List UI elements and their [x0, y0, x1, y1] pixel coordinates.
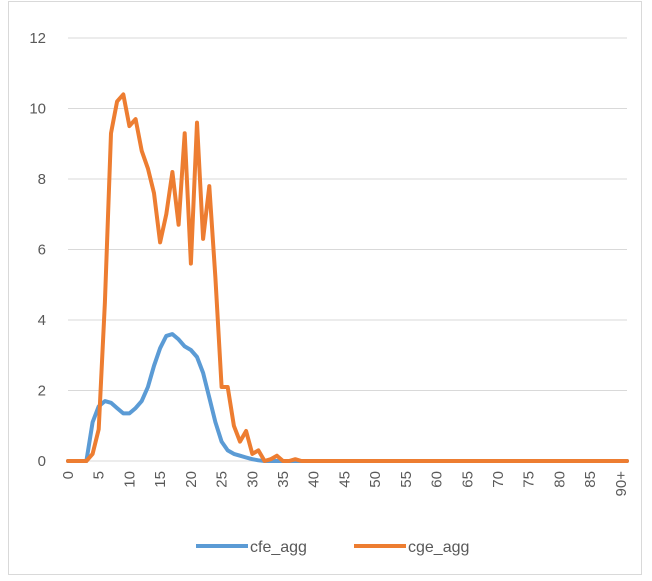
x-tick-label: 35 — [275, 471, 292, 488]
y-tick-label: 10 — [29, 101, 46, 118]
x-tick-label: 90+ — [613, 471, 630, 497]
x-tick-label: 30 — [244, 471, 261, 488]
legend-label-cfe_agg: cfe_agg — [250, 539, 307, 556]
x-tick-label: 75 — [521, 471, 538, 488]
chart-area: 0 2 4 6 8 10 12 0 5 10 15 20 25 30 35 40 45 50 55 60 65 70 75… — [8, 1, 642, 575]
x-axis: 0 5 10 15 20 25 30 35 40 45 50 55 60 65 70 75 80 85 90+ — [60, 471, 630, 497]
x-tick-label: 50 — [367, 471, 384, 488]
x-tick-label: 60 — [429, 471, 446, 488]
gridlines — [68, 37, 627, 462]
y-tick-label: 12 — [29, 30, 46, 47]
x-tick-label: 65 — [459, 471, 476, 488]
y-axis: 0 2 4 6 8 10 12 — [29, 30, 46, 470]
x-tick-label: 20 — [183, 471, 200, 488]
x-tick-label: 55 — [398, 471, 415, 488]
x-tick-label: 0 — [60, 471, 77, 479]
x-tick-label: 70 — [490, 471, 507, 488]
series-line-cfe_agg — [66, 332, 629, 463]
line-chart: 0 2 4 6 8 10 12 0 5 10 15 20 25 30 35 40 45 50 55 60 65 70 75… — [29, 30, 630, 556]
legend-label-cge_agg: cge_agg — [408, 539, 469, 556]
x-tick-label: 5 — [91, 471, 108, 479]
x-tick-label: 25 — [214, 471, 231, 488]
x-tick-label: 15 — [152, 471, 169, 488]
x-tick-label: 40 — [306, 471, 323, 488]
y-tick-label: 0 — [38, 453, 46, 470]
series-lines — [66, 92, 629, 463]
x-tick-label: 10 — [121, 471, 138, 488]
y-tick-label: 6 — [38, 242, 46, 259]
x-tick-label: 85 — [582, 471, 599, 488]
x-tick-label: 45 — [336, 471, 353, 488]
legend: cfe_agg cge_agg — [196, 539, 469, 556]
series-line-cge_agg — [66, 92, 629, 463]
x-tick-label: 80 — [551, 471, 568, 488]
y-tick-label: 4 — [38, 312, 46, 329]
y-tick-label: 8 — [38, 171, 46, 188]
y-tick-label: 2 — [38, 383, 46, 400]
